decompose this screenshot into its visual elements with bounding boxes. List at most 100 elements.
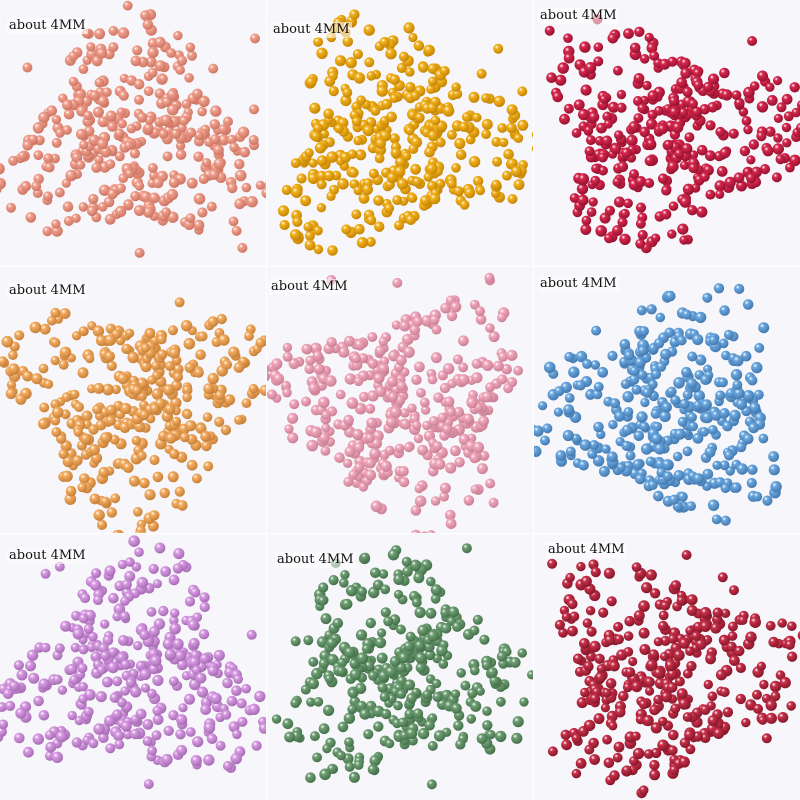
bead: [503, 148, 514, 160]
bead: [445, 518, 457, 529]
bead: [770, 691, 781, 702]
bead: [389, 656, 401, 667]
bead: [659, 410, 671, 423]
bead: [33, 695, 44, 707]
bead: [401, 151, 412, 161]
bead: [591, 163, 601, 174]
bead: [577, 194, 589, 206]
bead: [686, 501, 696, 511]
bead: [427, 63, 439, 74]
bead: [125, 557, 135, 567]
bead: [600, 703, 610, 713]
bead: [78, 326, 89, 336]
bead: [791, 107, 800, 118]
bead: [410, 163, 421, 175]
bead: [743, 390, 755, 402]
bead: [651, 433, 663, 445]
bead: [130, 55, 142, 67]
bead: [735, 398, 747, 410]
bead-pile-image: [277, 9, 533, 256]
bead: [221, 709, 232, 720]
bead: [313, 36, 324, 47]
bead: [534, 425, 544, 437]
bead: [51, 137, 62, 148]
bead: [169, 448, 180, 460]
bead: [353, 760, 364, 770]
bead: [383, 203, 395, 214]
bead: [170, 608, 180, 618]
bead: [589, 693, 601, 704]
bead: [345, 57, 357, 69]
bead: [146, 607, 157, 617]
bead: [325, 375, 337, 387]
bead: [658, 620, 669, 632]
bead: [379, 116, 390, 126]
bead: [715, 669, 727, 681]
bead: [658, 610, 669, 621]
bead: [218, 134, 230, 146]
bead: [355, 682, 367, 694]
bead: [731, 90, 742, 100]
bead: [765, 126, 776, 137]
bead: [234, 198, 246, 210]
bead-tile-lilac: about 4MM: [0, 534, 266, 800]
bead: [186, 177, 198, 189]
bead: [429, 314, 440, 325]
bead-tile-gold: about 4MM: [267, 0, 533, 266]
bead-pile-image: [271, 543, 533, 790]
bead: [288, 358, 300, 370]
bead: [158, 129, 169, 139]
bead: [619, 233, 631, 245]
bead: [660, 600, 671, 611]
bead: [139, 668, 152, 681]
bead: [187, 619, 199, 631]
bead: [8, 155, 19, 166]
bead: [736, 180, 747, 192]
bead: [184, 596, 196, 607]
bead: [343, 458, 353, 468]
bead: [152, 714, 164, 725]
bead: [380, 708, 392, 720]
bead: [15, 393, 27, 405]
bead: [369, 755, 381, 767]
bead: [669, 106, 680, 118]
bead: [635, 176, 647, 188]
bead: [46, 315, 57, 326]
bead: [185, 213, 196, 224]
bead: [653, 637, 663, 647]
bead: [428, 416, 440, 427]
bead: [659, 58, 671, 70]
bead: [598, 607, 609, 618]
bead: [614, 410, 625, 422]
bead: [634, 473, 646, 485]
bead: [319, 768, 331, 781]
bead: [213, 144, 224, 156]
bead: [366, 71, 376, 81]
bead: [0, 719, 9, 730]
bead: [309, 731, 320, 742]
bead: [650, 408, 661, 419]
bead: [678, 107, 689, 118]
bead: [25, 660, 36, 672]
bead: [112, 709, 123, 720]
bead: [405, 67, 415, 77]
bead: [681, 550, 692, 560]
bead: [139, 410, 150, 420]
bead: [688, 98, 698, 109]
bead: [578, 460, 589, 471]
bead: [415, 652, 427, 664]
bead: [192, 88, 203, 100]
bead: [66, 663, 78, 675]
bead: [513, 365, 523, 376]
bead: [120, 720, 132, 732]
bead: [354, 442, 365, 453]
bead: [645, 686, 655, 696]
bead: [91, 568, 102, 579]
bead: [759, 164, 771, 175]
bead: [565, 446, 576, 457]
bead: [670, 703, 681, 714]
bead: [571, 768, 582, 779]
bead: [765, 82, 775, 92]
bead: [394, 220, 404, 231]
bead: [31, 373, 43, 385]
